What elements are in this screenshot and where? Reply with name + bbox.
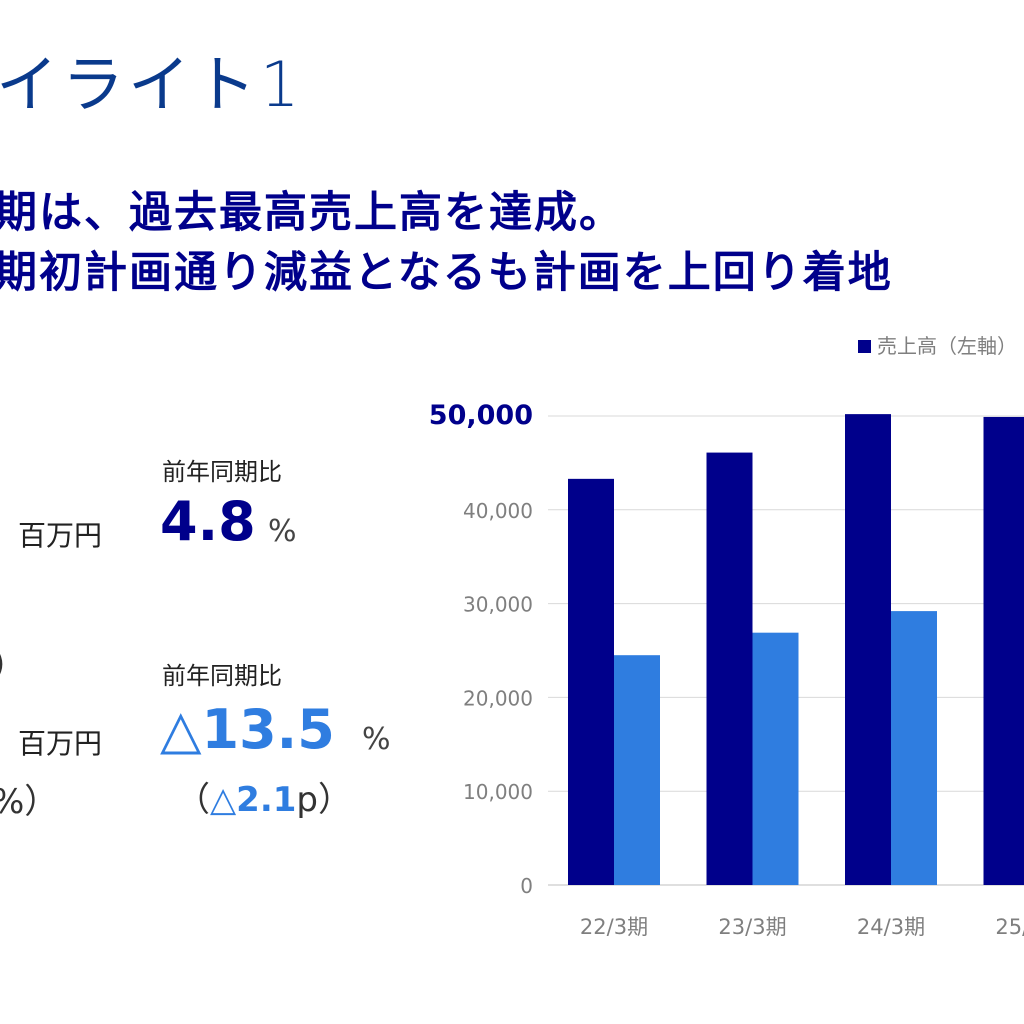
profit-yoy-unit: % <box>362 722 391 757</box>
margin-open-paren: （ <box>176 780 210 820</box>
chart-legend: 売上高（左軸） <box>858 330 1017 359</box>
sales-yoy-label: 前年同期比 <box>162 458 282 486</box>
bar <box>568 478 614 885</box>
y-tick-label: 50,000 <box>429 400 533 431</box>
x-tick-label: 22/3期 <box>580 915 648 939</box>
bar <box>845 414 891 885</box>
bar <box>706 452 753 885</box>
legend-label-sales: 売上高（左軸） <box>877 334 1017 358</box>
y-tick-label: 30,000 <box>463 593 533 617</box>
x-tick-label: 25/3期 <box>995 915 1024 939</box>
y-tick-label: 0 <box>520 874 533 898</box>
profit-yoy-label: 前年同期比 <box>162 662 282 690</box>
clipped-paren: ) <box>0 644 5 684</box>
x-tick-label: 24/3期 <box>857 915 925 939</box>
margin-delta-icon: △ <box>210 780 237 820</box>
bar <box>891 611 937 885</box>
margin-change: （△2.1p） <box>176 772 352 821</box>
profit-unit: 百万円 <box>18 727 103 760</box>
headline-line-2: 期初計画通り減益となるも計画を上回り着地 <box>0 248 893 298</box>
margin-value: 2.1 <box>236 780 297 820</box>
y-tick-label: 40,000 <box>463 499 533 523</box>
y-tick-label: 20,000 <box>463 686 533 710</box>
x-tick-label: 23/3期 <box>718 915 786 939</box>
margin-unit: p） <box>296 780 352 820</box>
bar <box>614 655 660 885</box>
bar <box>752 632 799 885</box>
slide-title: イライト1 <box>0 48 304 121</box>
profit-yoy-value: △13.5 <box>160 698 335 761</box>
sales-unit: 百万円 <box>18 519 103 552</box>
y-tick-label: 10,000 <box>463 780 533 804</box>
bar <box>983 416 1024 885</box>
profit-yoy-number: 13.5 <box>201 698 335 761</box>
headline-line-1: 期は、過去最高売上高を達成。 <box>0 188 624 238</box>
sales-yoy-unit: % <box>268 514 297 549</box>
legend-swatch-sales <box>858 340 871 353</box>
sales-yoy-value: 4.8 <box>160 490 256 553</box>
margin-unit-fragment: %） <box>0 782 59 822</box>
delta-icon: △ <box>160 698 202 761</box>
